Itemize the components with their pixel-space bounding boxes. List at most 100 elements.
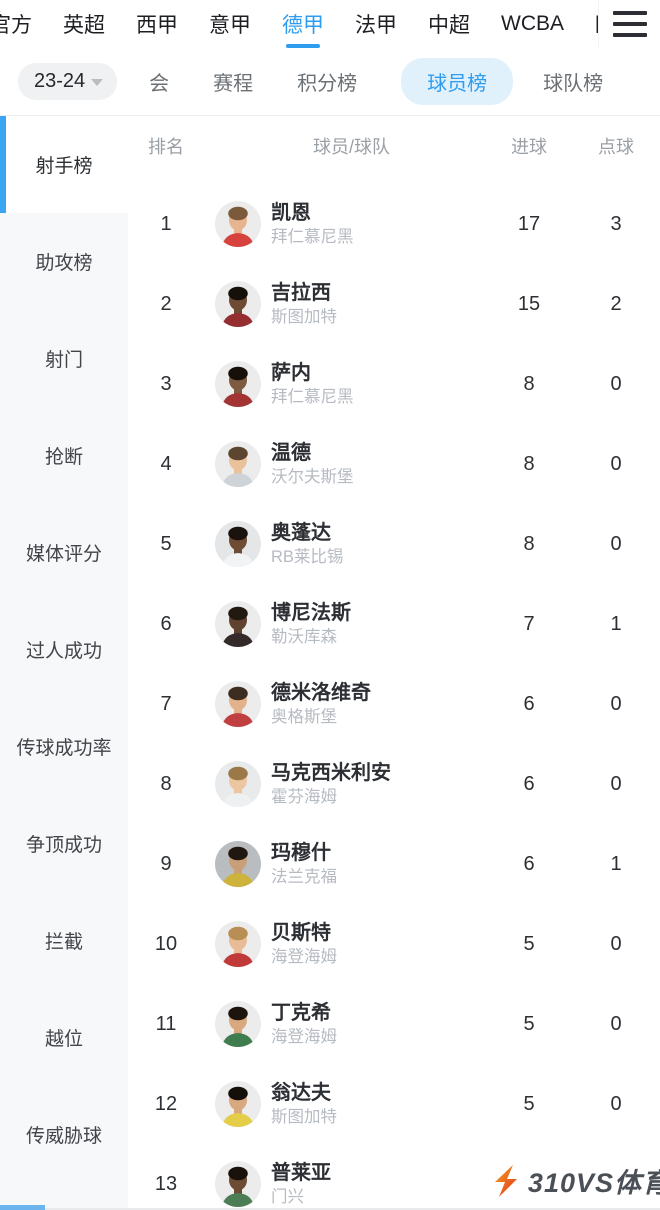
player-avatar <box>215 281 261 327</box>
player-cell: 博尼法斯 勒沃库森 <box>271 602 499 647</box>
player-name: 马克西米利安 <box>271 761 391 784</box>
hamburger-icon[interactable] <box>612 11 647 37</box>
watermark-text: 310VS体育 <box>527 1168 660 1198</box>
player-avatar <box>215 841 261 887</box>
player-cell: 温德 沃尔夫斯堡 <box>271 442 499 487</box>
section-tab[interactable]: 会 <box>149 73 170 95</box>
table-row[interactable]: 1 凯恩 拜仁慕尼黑 17 3 <box>128 184 660 264</box>
player-name: 普莱亚 <box>271 1161 331 1184</box>
season-selector[interactable]: 23-24 <box>18 63 118 100</box>
player-cell: 萨内 拜仁慕尼黑 <box>271 362 499 407</box>
goals-cell: 15 <box>517 292 541 315</box>
sidebar-item[interactable]: 射手榜 <box>0 116 128 213</box>
table-row[interactable]: 3 萨内 拜仁慕尼黑 8 0 <box>128 344 660 424</box>
table-row[interactable]: 7 德米洛维奇 奥格斯堡 6 0 <box>128 664 660 744</box>
player-team: 拜仁慕尼黑 <box>271 387 354 406</box>
section-tab[interactable]: 球队榜 <box>543 73 604 95</box>
rank-cell: 3 <box>160 372 172 395</box>
rank-cell: 7 <box>160 692 172 715</box>
bottom-blue-indicator <box>0 1205 45 1210</box>
player-cell: 马克西米利安 霍芬海姆 <box>271 762 499 807</box>
section-tabs: 会 赛程 积分榜 球员榜 球队榜 <box>149 58 603 105</box>
table-body: 1 凯恩 拜仁慕尼黑 17 3 2 <box>128 176 660 1210</box>
player-name: 翁达夫 <box>271 1081 331 1104</box>
league-tab[interactable]: 西甲 <box>136 14 178 37</box>
sidebar-item[interactable]: 争顶成功 <box>25 835 102 856</box>
table-row[interactable]: 10 贝斯特 海登海姆 5 0 <box>128 904 660 984</box>
player-name: 吉拉西 <box>271 281 331 304</box>
player-avatar <box>215 441 261 487</box>
sidebar-item[interactable]: 射门 <box>44 350 83 371</box>
rank-cell: 12 <box>154 1092 178 1115</box>
player-cell: 普莱亚 门兴 <box>271 1162 499 1207</box>
table-row[interactable]: 13 普莱亚 门兴 <box>128 1144 660 1210</box>
player-avatar <box>215 601 261 647</box>
table-row[interactable]: 4 温德 沃尔夫斯堡 8 0 <box>128 424 660 504</box>
rank-cell: 8 <box>160 772 172 795</box>
rank-cell: 2 <box>160 292 172 315</box>
player-team: 海登海姆 <box>271 1027 337 1046</box>
league-tab[interactable]: 中超 <box>428 14 470 37</box>
goals-cell: 6 <box>523 692 535 715</box>
rank-cell: 5 <box>160 532 172 555</box>
sidebar-item[interactable]: 传威胁球 <box>25 1126 102 1147</box>
rank-cell: 13 <box>154 1172 178 1195</box>
penalties-cell: 0 <box>610 692 622 715</box>
sidebar-item[interactable]: 拦截 <box>44 932 83 953</box>
player-team: 勒沃库森 <box>271 627 337 646</box>
player-avatar <box>215 1161 261 1207</box>
sub-nav: 23-24 会 赛程 积分榜 球员榜 球队榜 <box>0 48 660 116</box>
goals-cell: 17 <box>517 212 541 235</box>
bottom-divider <box>0 1208 660 1210</box>
penalties-cell: 0 <box>610 372 622 395</box>
player-avatar <box>215 1081 261 1127</box>
player-name: 德米洛维奇 <box>271 681 371 704</box>
league-tab[interactable]: 意甲 <box>209 14 251 37</box>
section-tab[interactable]: 赛程 <box>213 73 254 95</box>
sidebar-item[interactable]: 过人成功 <box>25 641 102 662</box>
sidebar-item[interactable]: 媒体评分 <box>25 544 102 565</box>
player-name: 温德 <box>271 441 311 464</box>
league-tab[interactable]: 英超 <box>63 14 105 37</box>
table-row[interactable]: 5 奥蓬达 RB莱比锡 8 0 <box>128 504 660 584</box>
player-team: 海登海姆 <box>271 947 337 966</box>
header-penalties: 点球 <box>598 137 634 157</box>
goals-cell: 8 <box>523 452 535 475</box>
rank-cell: 6 <box>160 612 172 635</box>
sidebar-item[interactable]: 助攻榜 <box>35 253 93 274</box>
league-tab[interactable]: 法甲 <box>355 14 397 37</box>
league-tab[interactable]: 官方 <box>0 14 32 37</box>
table-row[interactable]: 11 丁克希 海登海姆 5 0 <box>128 984 660 1064</box>
player-name: 凯恩 <box>271 201 311 224</box>
player-cell: 玛穆什 法兰克福 <box>271 842 499 887</box>
table-row[interactable]: 2 吉拉西 斯图加特 15 2 <box>128 264 660 344</box>
sidebar-item[interactable]: 传球成功率 <box>16 738 112 759</box>
section-tab[interactable]: 积分榜 <box>297 73 358 95</box>
table-row[interactable]: 8 马克西米利安 霍芬海姆 6 0 <box>128 744 660 824</box>
player-team: 门兴 <box>271 1187 304 1206</box>
sidebar-item[interactable]: 越位 <box>44 1029 83 1050</box>
watermark: 310VS体育 <box>488 1161 660 1200</box>
rank-cell: 11 <box>155 1012 177 1035</box>
league-tab[interactable]: 德甲 <box>282 0 324 48</box>
table-row[interactable]: 12 翁达夫 斯图加特 5 0 <box>128 1064 660 1144</box>
rank-cell: 4 <box>160 452 172 475</box>
section-tab[interactable]: 球员榜 <box>401 58 514 105</box>
player-cell: 翁达夫 斯图加特 <box>271 1082 499 1127</box>
table-row[interactable]: 6 博尼法斯 勒沃库森 7 1 <box>128 584 660 664</box>
player-team: 斯图加特 <box>271 307 337 326</box>
penalties-cell: 0 <box>610 1092 622 1115</box>
season-label: 23-24 <box>34 70 86 92</box>
player-team: 霍芬海姆 <box>271 787 337 806</box>
league-tab[interactable]: WCBA <box>501 12 564 35</box>
player-team: 奥格斯堡 <box>271 707 337 726</box>
player-team: 沃尔夫斯堡 <box>271 467 354 486</box>
player-cell: 吉拉西 斯图加特 <box>271 282 499 327</box>
table-row[interactable]: 9 玛穆什 法兰克福 6 1 <box>128 824 660 904</box>
player-avatar <box>215 681 261 727</box>
chevron-down-icon <box>91 79 104 86</box>
sidebar-item[interactable]: 抢断 <box>44 447 83 468</box>
player-cell: 奥蓬达 RB莱比锡 <box>271 522 499 567</box>
penalties-cell: 2 <box>610 292 622 315</box>
lightning-logo-icon <box>494 1164 517 1197</box>
